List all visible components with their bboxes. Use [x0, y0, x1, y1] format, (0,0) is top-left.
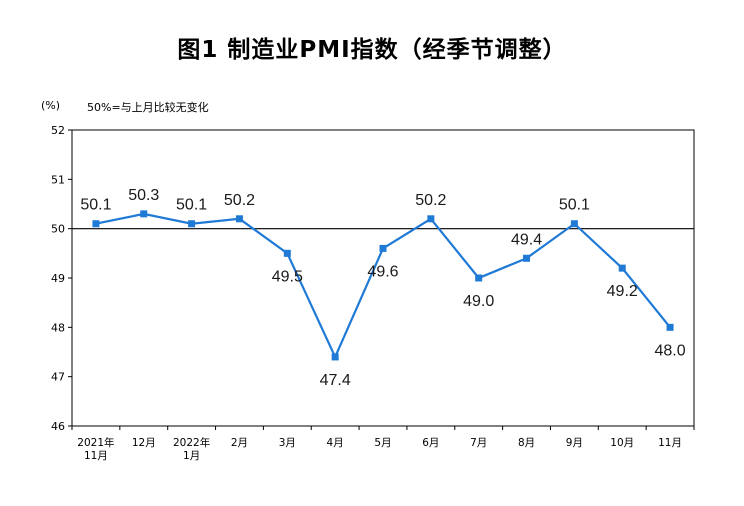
data-point	[475, 274, 483, 282]
data-label: 48.0	[655, 342, 686, 359]
data-label: 50.1	[559, 197, 590, 214]
y-tick-label: 46	[51, 420, 65, 433]
data-point	[235, 215, 243, 223]
reference-note: 50%=与上月比较无变化	[87, 101, 209, 114]
x-tick-label: 2021年	[77, 436, 114, 449]
x-tick-label: 11月	[658, 437, 682, 449]
x-tick-label: 1月	[183, 450, 200, 462]
y-tick-label: 51	[51, 173, 65, 186]
data-point	[427, 215, 435, 223]
data-point	[140, 210, 148, 218]
x-tick-label: 10月	[610, 437, 634, 449]
data-point	[618, 264, 626, 272]
data-label: 50.2	[415, 192, 446, 209]
data-point	[188, 220, 196, 228]
data-point	[331, 353, 339, 361]
data-point	[92, 220, 100, 228]
y-tick-label: 49	[51, 272, 65, 285]
y-tick-label: 48	[51, 321, 65, 334]
data-label: 50.3	[128, 187, 159, 204]
data-point	[666, 323, 674, 331]
x-tick-label: 12月	[132, 437, 156, 449]
x-tick-label: 5月	[374, 437, 391, 449]
data-point	[379, 244, 387, 252]
data-point	[283, 249, 291, 257]
data-label: 47.4	[320, 372, 351, 389]
data-label: 49.2	[607, 283, 638, 300]
x-tick-label: 8月	[518, 437, 535, 449]
x-tick-label: 6月	[422, 437, 439, 449]
x-tick-label: 2月	[231, 437, 248, 449]
y-tick-label: 50	[51, 223, 65, 236]
chart-title: 图1 制造业PMI指数（经季节调整）	[177, 37, 567, 63]
y-tick-label: 52	[51, 124, 65, 137]
data-label: 50.1	[80, 197, 111, 214]
data-label: 49.5	[272, 268, 303, 285]
x-tick-label: 4月	[327, 437, 344, 449]
data-label: 50.2	[224, 192, 255, 209]
x-tick-label: 2022年	[173, 436, 210, 449]
x-tick-label: 3月	[279, 437, 296, 449]
series-line	[95, 212, 671, 360]
data-label: 50.1	[176, 197, 207, 214]
x-tick-label: 9月	[566, 437, 583, 449]
data-label: 49.4	[511, 231, 542, 248]
data-label: 49.6	[367, 263, 398, 280]
data-point	[570, 220, 578, 228]
data-point	[523, 254, 531, 262]
y-axis-unit: (%)	[41, 99, 61, 112]
x-tick-label: 7月	[470, 437, 487, 449]
y-tick-label: 47	[51, 371, 65, 384]
x-tick-label: 11月	[84, 450, 108, 462]
data-label: 49.0	[463, 293, 494, 310]
